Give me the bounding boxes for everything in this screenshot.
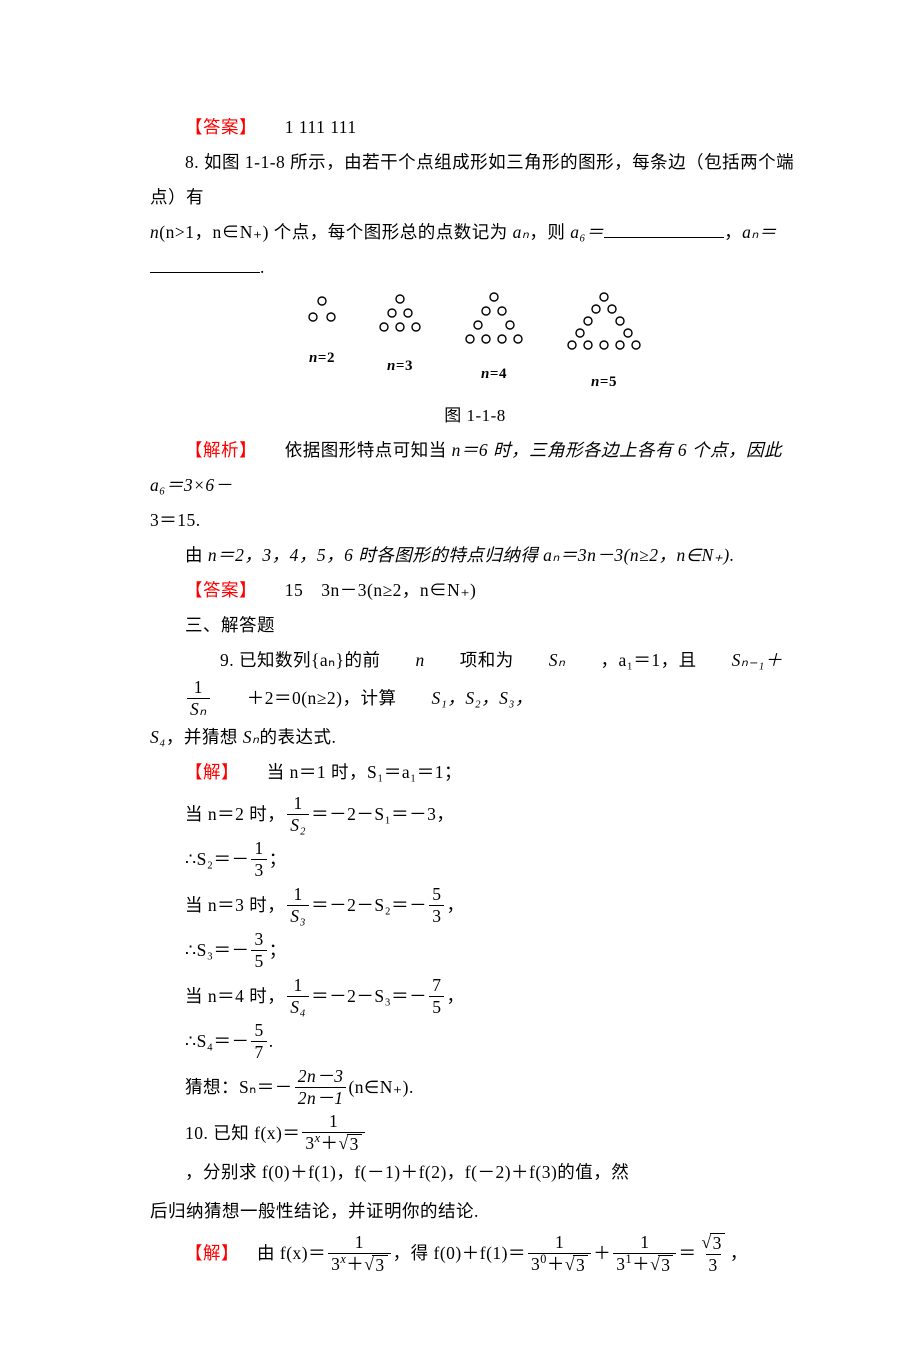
q9-frac-57: 57 (251, 1021, 266, 1063)
q10-t2: ，分别求 f(0)＋f(1)，f(－1)＋f(2)，f(－2)＋f(3)的值，然 (185, 1155, 629, 1190)
q9-sol-l3: ∴S₂＝－ 13 ； (150, 839, 800, 881)
q8-answer-line: 【答案】 15 3n－3(n≥2，n∈N₊) (150, 573, 800, 608)
fig-panel-n4: n=4 (458, 291, 530, 397)
period: . (260, 257, 265, 277)
q10-eq: ＝ (678, 1236, 696, 1271)
q9-prompt-line1: 9. 已知数列{aₙ}的前 n 项和为 Sₙ，a₁＝1，且 Sₙ₋₁＋ 1Sₙ … (150, 643, 800, 720)
q8-prompt-line3: . (150, 250, 800, 285)
q8-ana-n: n＝2，3，4，5，6 时各图形的特点归纳得 (208, 545, 543, 565)
fig-panel-n2: n=2 (302, 291, 342, 397)
q10-sol-line1: 【解】 由 f(x)＝ 1 3x＋√3 ，得 f(0)＋f(1)＝ 1 30＋√… (150, 1233, 800, 1276)
fig-panel-n5: n=5 (560, 291, 648, 397)
page: 【答案】 1 111 111 8. 如图 1‑1‑8 所示，由若干个点组成形如三… (0, 0, 920, 1359)
q8-a6: a₆＝ (570, 222, 604, 242)
q9-frac-s4: 1S₄ (287, 976, 309, 1018)
q10-sol-t2: ，得 f(0)＋f(1)＝ (393, 1236, 526, 1271)
fig-label-n3: n=3 (372, 351, 428, 381)
solution-label: 【解】 (185, 762, 239, 782)
q8-an-eq: aₙ＝ (742, 222, 777, 242)
fig-label-n5: n=5 (560, 367, 648, 397)
q9-t2: 项和为 (425, 643, 514, 678)
figure-1-1-8: n=2 n=3 n=4 n=5 (150, 291, 800, 397)
q9-frac-35: 35 (251, 930, 266, 972)
q10-prompt-line1: 10. 已知 f(x)＝ 1 3x＋√3 ，分别求 f(0)＋f(1)，f(－1… (150, 1112, 800, 1190)
q8-analysis-line3: 由 n＝2，3，4，5，6 时各图形的特点归纳得 aₙ＝3n－3(n≥2，n∈N… (150, 538, 800, 573)
q10-frac-def: 1 3x＋√3 (302, 1112, 365, 1155)
solution-label-2: 【解】 (185, 1236, 239, 1271)
q8-an: aₙ (513, 222, 530, 242)
q10-plus: ＋ (593, 1236, 611, 1271)
q9-Sn1: Sₙ₋₁＋ (697, 643, 783, 678)
q9-sol-l6: 当 n＝4 时， 1S₄ ＝－2－S₃＝－ 75 ， (150, 976, 800, 1018)
section-3-title: 三、解答题 (150, 608, 800, 643)
blank-1 (604, 220, 724, 239)
analysis-label: 【解析】 (185, 440, 257, 460)
q9-sol-l7: ∴S₄＝－ 57 . (150, 1021, 800, 1063)
q8-comma: ， (724, 222, 742, 242)
dots-n4 (458, 291, 530, 347)
q9-t3: ，a₁＝1，且 (566, 643, 697, 678)
q8-prompt-line1: 8. 如图 1‑1‑8 所示，由若干个点组成形如三角形的图形，每条边（包括两个端… (150, 145, 800, 215)
q8-text-3: ，则 (529, 222, 570, 242)
q9-t5: ，并猜想 (166, 727, 243, 747)
q10-prompt-line2: 后归纳猜想一般性结论，并证明你的结论. (150, 1194, 800, 1229)
q8-analysis-line1: 【解析】 依据图形特点可知当 n＝6 时，三角形各边上各有 6 个点，因此 a₆… (150, 433, 800, 503)
dots-n2 (302, 291, 342, 331)
q9-frac-53: 53 (429, 885, 444, 927)
q9-Sn: Sₙ (514, 643, 566, 678)
q9-sol-l8: 猜想：Sₙ＝－ 2n－32n－1 (n∈N₊). (150, 1067, 800, 1109)
q9-sol-text1: 当 n＝1 时，S₁＝a₁＝1； (267, 762, 462, 782)
q10-tail: ， (730, 1236, 748, 1271)
q10-sol-t1: 由 f(x)＝ (257, 1236, 326, 1271)
q9-frac-75: 75 (429, 976, 444, 1018)
q8-text-1: 8. 如图 1‑1‑8 所示，由若干个点组成形如三角形的图形，每条边（包括两个端… (150, 152, 794, 207)
q9-frac-guess: 2n－32n－1 (295, 1067, 347, 1109)
q10-frac-1: 1 31＋√3 (613, 1233, 676, 1276)
q8-text-2: (n>1，n∈N₊) 个点，每个图形总的点数记为 (159, 222, 512, 242)
q8-ana-a6: a₆＝3×6－ (150, 475, 233, 495)
q9-S4: S₄ (150, 727, 166, 747)
q9-t1: 9. 已知数列{aₙ}的前 (185, 643, 381, 678)
fig-label-n2: n=2 (302, 343, 342, 373)
q9-sol-l4: 当 n＝3 时， 1S₃ ＝－2－S₂＝－ 53 ， (150, 885, 800, 927)
q9-sol-l1: 【解】 当 n＝1 时，S₁＝a₁＝1； (150, 755, 800, 790)
q9-frac-s3: 1S₃ (287, 885, 309, 927)
q9-frac-13: 13 (251, 839, 266, 881)
answer-label: 【答案】 (185, 117, 257, 137)
q8-ana-n6: n＝6 时，三角形各边上各有 6 个点，因此 (452, 440, 782, 460)
q8-prompt-line2: n(n>1，n∈N₊) 个点，每个图形总的点数记为 aₙ，则 a₆＝ ，aₙ＝ (150, 215, 800, 250)
q8-n: n (150, 222, 159, 242)
q9-Sn2: Sₙ (243, 727, 260, 747)
figure-caption: 图 1‑1‑8 (150, 399, 800, 433)
q10-frac-def2: 1 3x＋√3 (328, 1233, 391, 1276)
q8-analysis-line2: 3＝15. (150, 503, 800, 538)
q9-t6: 的表达式. (259, 727, 336, 747)
q9-n: n (381, 643, 425, 678)
answer-label-2: 【答案】 (185, 580, 257, 600)
q9-frac-s2: 1S₂ (287, 794, 309, 836)
q8-ana-formula: aₙ＝3n－3(n≥2，n∈N₊). (543, 545, 735, 565)
q7-answer: 1 111 111 (285, 117, 357, 137)
q9-sol-l5: ∴S₃＝－ 35 ； (150, 930, 800, 972)
q9-S123: S₁，S₂，S₃， (397, 681, 534, 716)
fig-label-n4: n=4 (458, 359, 530, 389)
q9-sol-l2: 当 n＝2 时， 1S₂ ＝－2－S₁＝－3， (150, 794, 800, 836)
blank-2 (150, 255, 260, 274)
dots-n5 (560, 291, 648, 355)
q8-answer: 15 3n－3(n≥2，n∈N₊) (285, 580, 477, 600)
fig-panel-n3: n=3 (372, 291, 428, 397)
q10-t1: 10. 已知 f(x)＝ (185, 1116, 300, 1151)
q9-prompt-line2: S₄，并猜想 Sₙ的表达式. (150, 720, 800, 755)
q10-frac-0: 1 30＋√3 (528, 1233, 591, 1276)
dots-n3 (372, 291, 428, 339)
q9-t4: ＋2＝0(n≥2)，计算 (212, 681, 397, 716)
q9-frac-1: 1Sₙ (187, 678, 210, 720)
q10-frac-result: √3 3 (698, 1233, 727, 1276)
q7-answer-line: 【答案】 1 111 111 (150, 110, 800, 145)
